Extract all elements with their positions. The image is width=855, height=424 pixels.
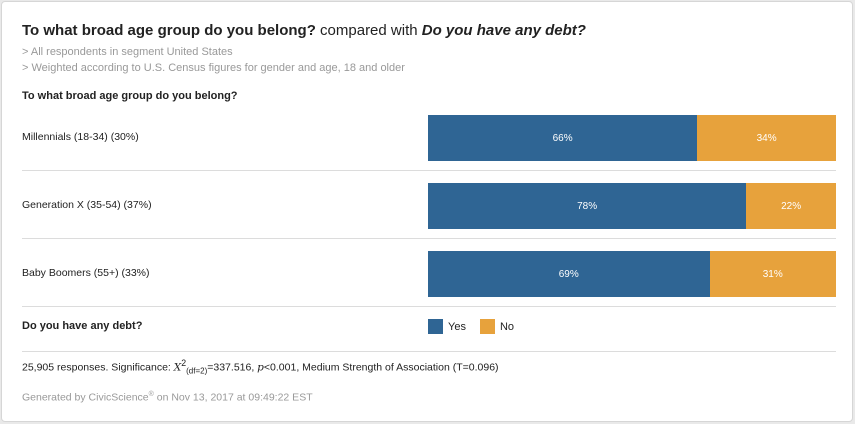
row-question-label: To what broad age group do you belong? (22, 90, 238, 102)
bar-segment-no: 34% (697, 115, 836, 161)
generated-suffix: on Nov 13, 2017 at 09:49:22 EST (153, 391, 313, 404)
data-label: 66% (552, 132, 573, 144)
legend-label-yes: Yes (448, 320, 466, 333)
registered-mark: ® (148, 391, 154, 398)
column-question-label: Do you have any debt? (22, 320, 143, 332)
legend-swatch-no (479, 319, 495, 334)
bar-row: 78% 22% (428, 183, 836, 229)
filter-segment: > All respondents in segment United Stat… (22, 46, 233, 58)
chi-subscript: (df=2) (186, 366, 208, 376)
category-label: Baby Boomers (55+) (33%) (22, 267, 150, 279)
chi-symbol: X (173, 361, 182, 374)
bar-segment-yes: 66% (428, 115, 698, 161)
legend-swatch-yes (428, 319, 443, 334)
legend-item-no: No (479, 319, 515, 334)
legend-item-yes: Yes (428, 319, 466, 334)
p-value-text: <0.001, Medium Strength of Association (… (263, 361, 499, 374)
row-divider (22, 306, 836, 307)
chi-superscript: 2 (181, 358, 187, 368)
bar-segment-yes: 69% (428, 251, 710, 297)
bar-segment-yes: 78% (428, 183, 747, 229)
responses-text: 25,905 responses. Significance: (22, 361, 174, 374)
legend-label-no: No (499, 320, 515, 333)
category-label: Millennials (18-34) (30%) (22, 131, 139, 143)
chart-title: To what broad age group do you belong? c… (22, 22, 586, 39)
category-label: Generation X (35-54) (37%) (22, 199, 152, 211)
title-question-2: Do you have any debt? (421, 22, 586, 39)
row-divider (22, 170, 836, 171)
row-divider (22, 238, 836, 239)
bar-row: 66% 34% (428, 115, 836, 161)
p-symbol: p (257, 361, 264, 374)
chi-value: =337.516, (207, 361, 258, 374)
data-label: 69% (558, 268, 579, 280)
data-label: 34% (756, 132, 777, 144)
footer-divider (22, 351, 836, 352)
data-label: 78% (577, 200, 598, 212)
generated-prefix: Generated by CivicScience (22, 391, 149, 404)
data-label: 22% (781, 200, 802, 212)
generated-credit: Generated by CivicScience® on Nov 13, 20… (22, 391, 313, 404)
title-question-1: To what broad age group do you belong? (22, 22, 316, 39)
bar-segment-no: 22% (746, 183, 836, 229)
filter-weighting: > Weighted according to U.S. Census figu… (22, 62, 405, 74)
bar-segment-no: 31% (709, 251, 836, 297)
legend: Yes No (428, 319, 528, 334)
data-label: 31% (762, 268, 783, 280)
significance-footnote: 25,905 responses. Significance: X2(df=2)… (22, 358, 499, 376)
bar-row: 69% 31% (428, 251, 836, 297)
title-connector: compared with (315, 22, 422, 39)
